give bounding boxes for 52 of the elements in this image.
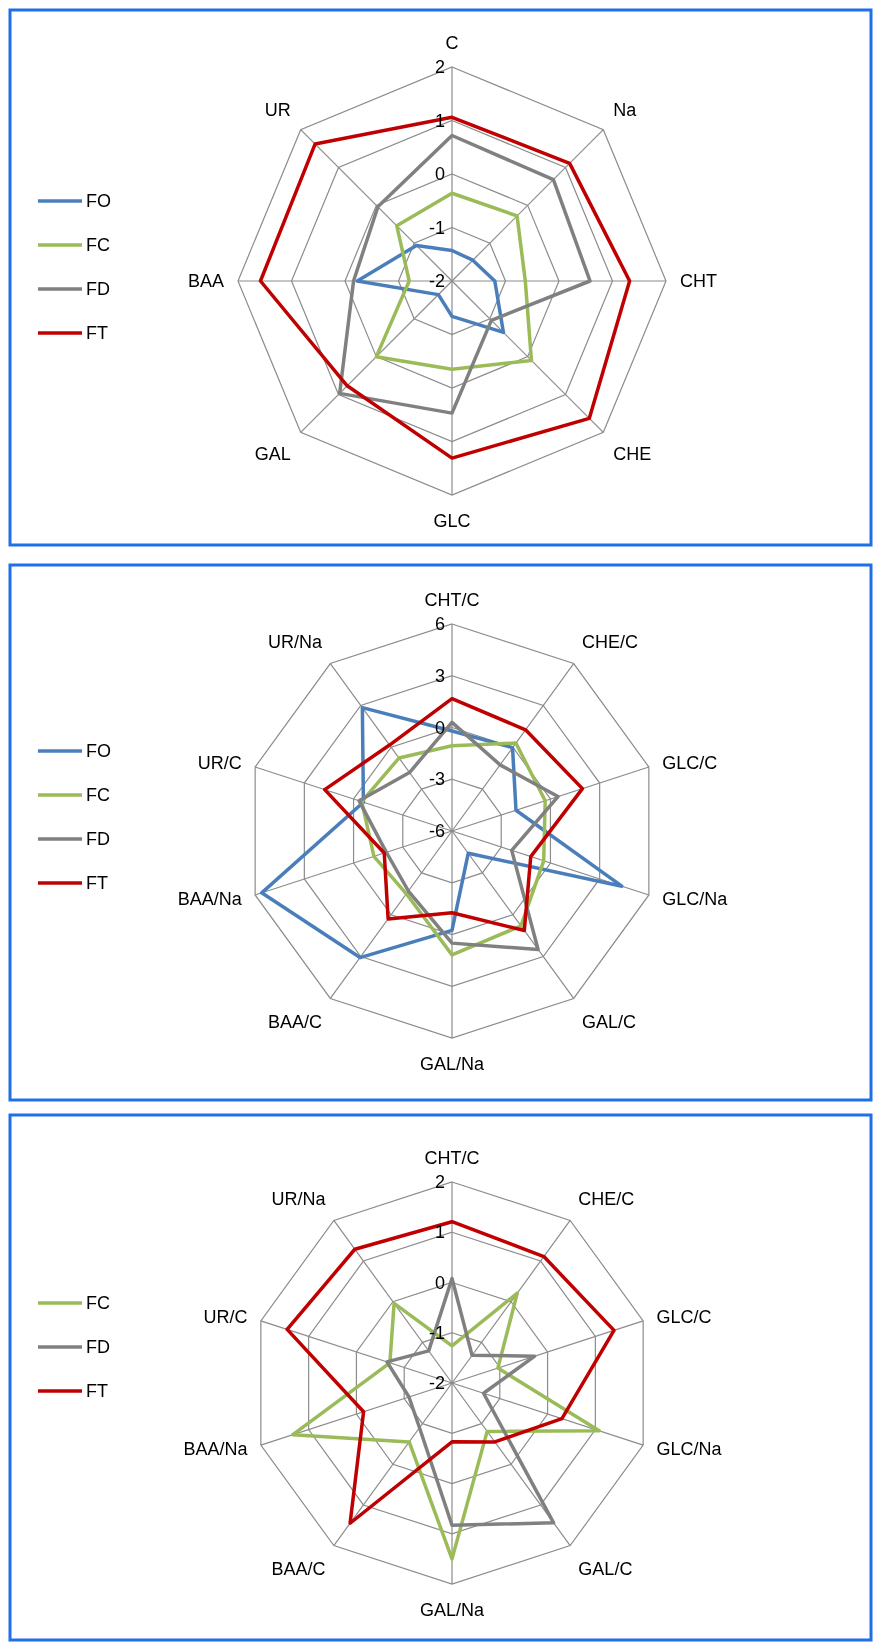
spoke-label: CHT/C bbox=[424, 1148, 480, 1168]
legend-label: FT bbox=[86, 323, 108, 343]
spoke-label: UR/C bbox=[203, 1306, 248, 1327]
y-tick-label: -3 bbox=[428, 769, 445, 790]
y-tick-label: -6 bbox=[428, 821, 445, 841]
spoke-label: CHT bbox=[680, 271, 717, 291]
y-tick-label: 6 bbox=[434, 614, 445, 634]
spoke-label: UR bbox=[264, 99, 291, 120]
y-tick-label: -1 bbox=[428, 217, 445, 238]
spoke-label: GAL/Na bbox=[419, 1600, 485, 1620]
legend-label: FT bbox=[86, 873, 108, 893]
spoke-label: UR/C bbox=[197, 752, 242, 773]
spoke-label: GAL/Na bbox=[419, 1054, 485, 1074]
legend-label: FD bbox=[86, 1337, 110, 1357]
legend-label: FD bbox=[86, 279, 110, 299]
spoke-label: GLC/Na bbox=[662, 889, 729, 910]
spoke-label: CHT/C bbox=[424, 590, 480, 610]
spoke-label: Na bbox=[613, 99, 638, 120]
legend-label: FC bbox=[86, 1293, 110, 1313]
y-tick-label: 2 bbox=[434, 1172, 445, 1192]
y-tick-label: 0 bbox=[434, 1272, 445, 1293]
spoke-label: BAA/C bbox=[271, 1558, 326, 1579]
spoke-label: GLC bbox=[433, 511, 471, 531]
y-tick-label: 0 bbox=[434, 164, 445, 184]
legend-label: FO bbox=[86, 191, 111, 211]
y-tick-label: 3 bbox=[434, 665, 445, 686]
legend-label: FT bbox=[86, 1381, 108, 1401]
spoke-label: GAL/C bbox=[581, 1011, 636, 1032]
y-tick-label: -2 bbox=[428, 271, 445, 291]
spoke-label: UR/Na bbox=[268, 632, 324, 653]
spoke-label: CHE/C bbox=[581, 632, 638, 653]
spoke-label: BAA bbox=[187, 271, 224, 291]
spoke-label: CHE bbox=[613, 444, 652, 465]
spoke-label: CHE/C bbox=[578, 1189, 635, 1210]
spoke-label: GAL bbox=[254, 444, 291, 465]
y-tick-label: 2 bbox=[434, 57, 445, 77]
legend-label: FC bbox=[86, 785, 110, 805]
spoke-label: GAL/C bbox=[578, 1558, 633, 1579]
y-tick-label: -2 bbox=[428, 1373, 445, 1393]
spoke-label: C bbox=[445, 33, 459, 53]
spoke-label: GLC/Na bbox=[656, 1439, 723, 1460]
legend-label: FD bbox=[86, 829, 110, 849]
spoke-label: BAA/Na bbox=[177, 889, 243, 910]
spoke-label: UR/Na bbox=[271, 1189, 327, 1210]
legend-label: FO bbox=[86, 741, 111, 761]
spoke-label: BAA/C bbox=[268, 1011, 323, 1032]
y-tick-label: 0 bbox=[434, 717, 445, 738]
spoke-label: GLC/C bbox=[662, 752, 718, 773]
spoke-label: BAA/Na bbox=[183, 1439, 249, 1460]
legend-label: FC bbox=[86, 235, 110, 255]
spoke-label: GLC/C bbox=[656, 1306, 712, 1327]
y-tick-label: 1 bbox=[434, 1222, 445, 1243]
